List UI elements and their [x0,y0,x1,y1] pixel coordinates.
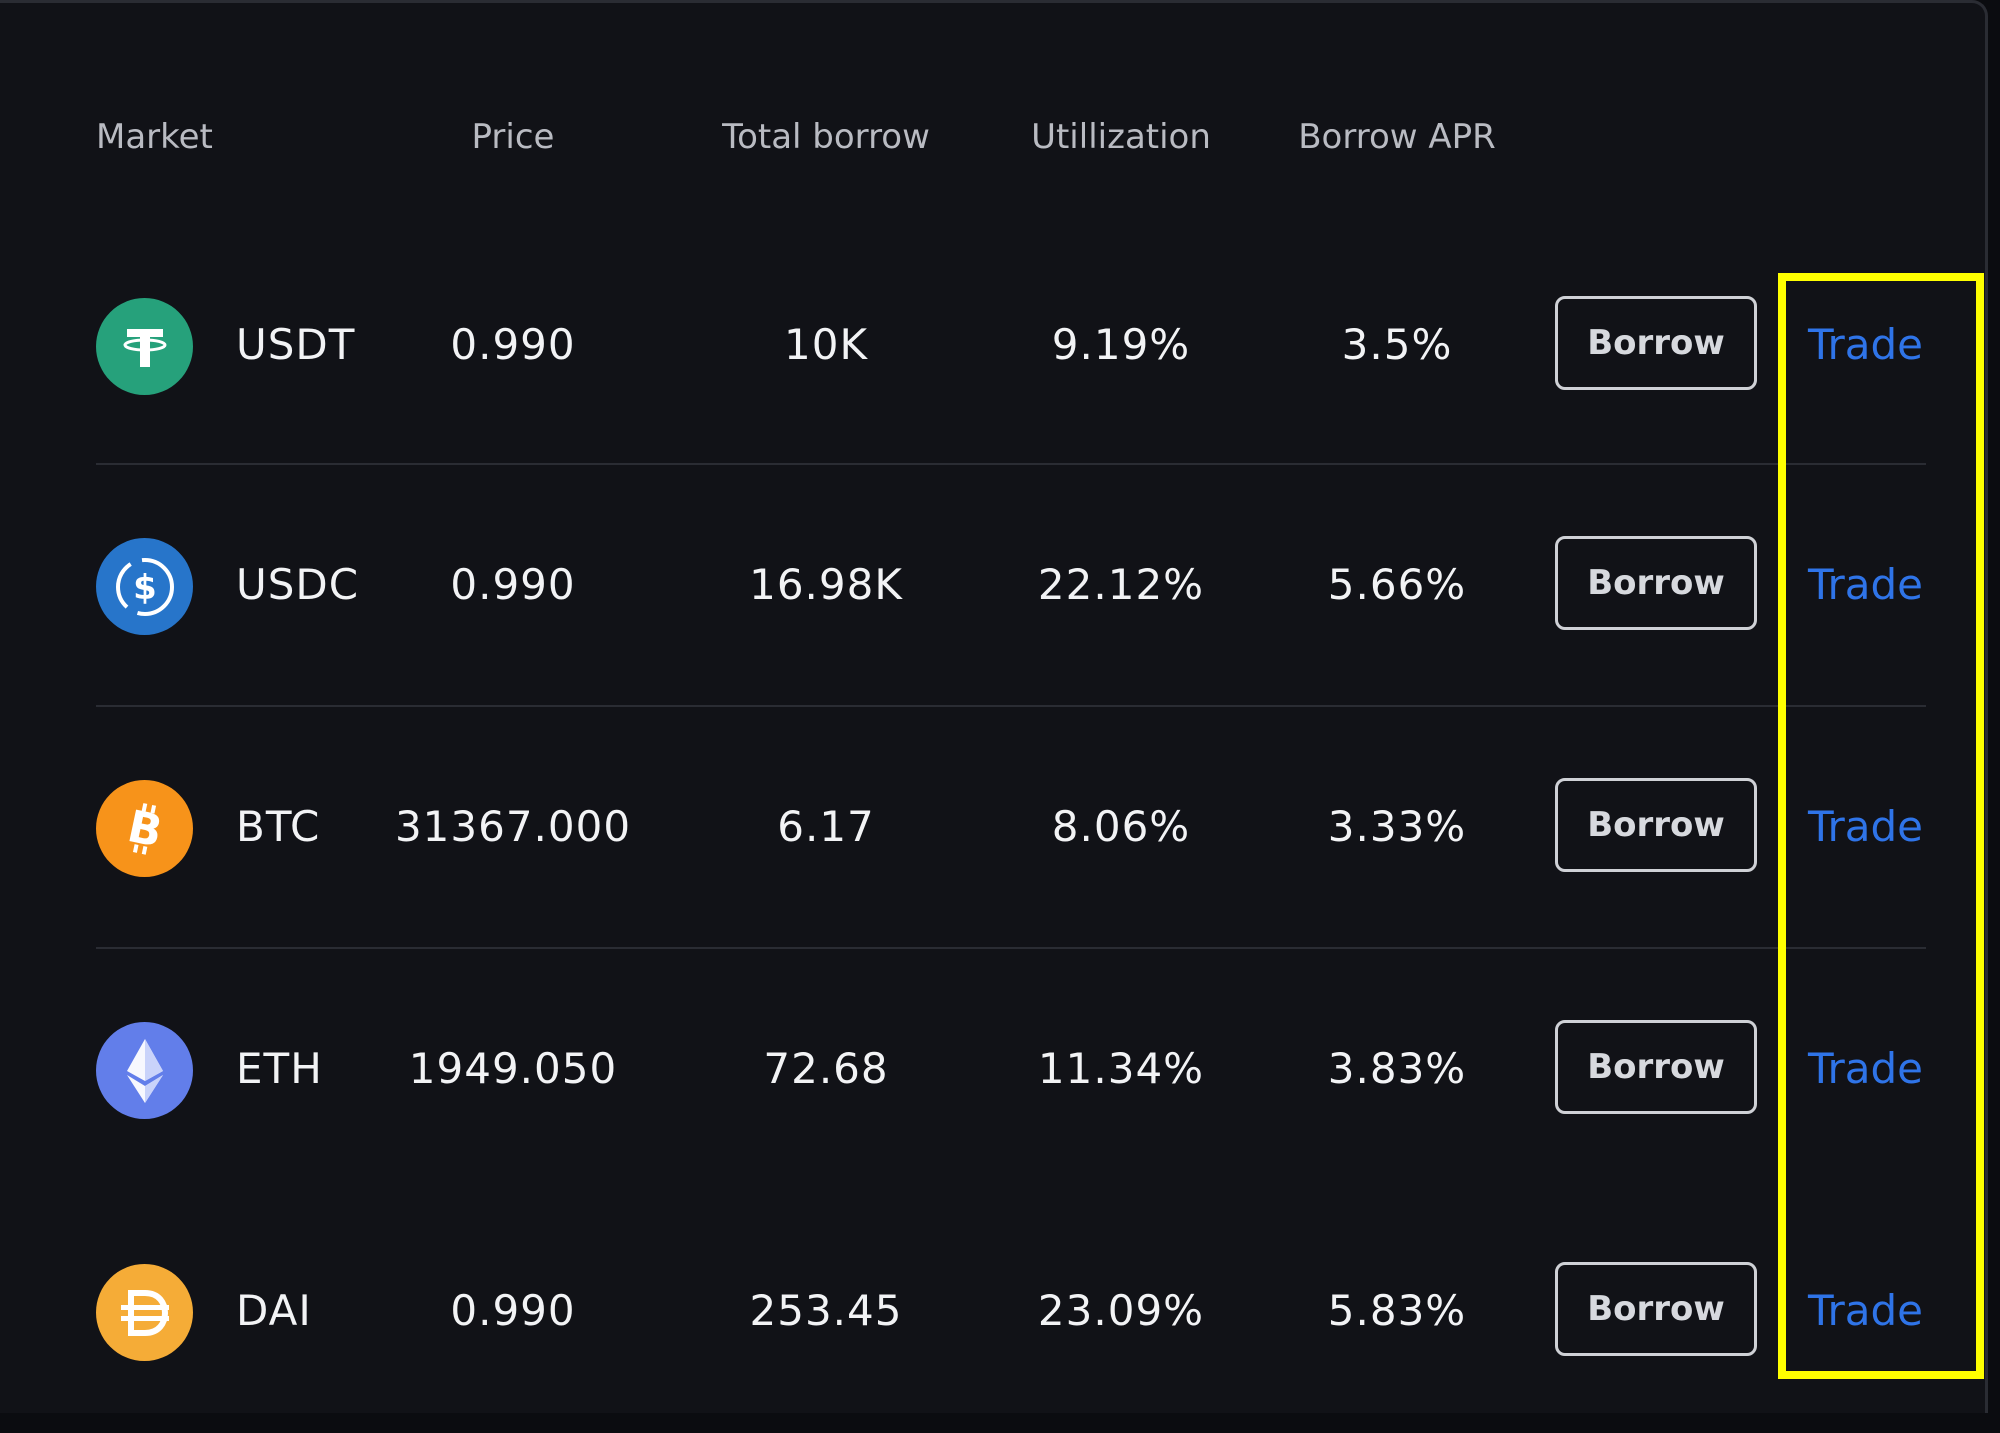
utilization-value: 9.19% [1051,320,1191,369]
utilization-value: 8.06% [1051,802,1191,851]
borrow-apr-value: 3.83% [1327,1044,1467,1093]
borrow-button[interactable]: Borrow [1555,296,1757,390]
trade-link[interactable]: Trade [1808,320,1923,369]
trade-link[interactable]: Trade [1808,1044,1923,1093]
table-row: $ USDC 0.990 16.98K 22.12% 5.66% Borrow … [0,465,1988,707]
header-price: Price [471,117,555,157]
table-row: USDT 0.990 10K 9.19% 3.5% Borrow Trade [0,223,1988,465]
utilization-value: 23.09% [1037,1286,1205,1335]
total-borrow-value: 6.17 [777,802,875,851]
borrow-apr-value: 5.66% [1327,560,1467,609]
ethereum-icon [96,1022,193,1119]
bitcoin-icon: B [96,780,193,877]
trade-link[interactable]: Trade [1808,560,1923,609]
total-borrow-value: 72.68 [763,1044,889,1093]
market-symbol: BTC [236,802,321,851]
price-value: 1949.050 [408,1044,618,1093]
total-borrow-value: 16.98K [749,560,903,609]
borrow-apr-value: 3.5% [1341,320,1453,369]
total-borrow-value: 10K [784,320,868,369]
row-divider [96,947,1926,949]
borrow-apr-value: 5.83% [1327,1286,1467,1335]
table-row: ETH 1949.050 72.68 11.34% 3.83% Borrow T… [0,949,1988,1191]
price-value: 0.990 [450,560,576,609]
row-divider [96,463,1926,465]
market-symbol: USDT [236,320,356,369]
header-total-borrow: Total borrow [722,117,930,157]
price-value: 0.990 [450,320,576,369]
usdc-icon: $ [96,538,193,635]
utilization-value: 11.34% [1037,1044,1205,1093]
header-market: Market [96,117,213,157]
trade-link[interactable]: Trade [1808,802,1923,851]
price-value: 31367.000 [394,802,632,851]
price-value: 0.990 [450,1286,576,1335]
borrow-button[interactable]: Borrow [1555,778,1757,872]
table-row: DAI 0.990 253.45 23.09% 5.83% Borrow Tra… [0,1191,1988,1433]
header-utilization: Utillization [1031,117,1211,157]
market-symbol: ETH [236,1044,323,1093]
trade-link[interactable]: Trade [1808,1286,1923,1335]
borrow-apr-value: 3.33% [1327,802,1467,851]
tether-icon [96,298,193,395]
market-symbol: DAI [236,1286,312,1335]
header-borrow-apr: Borrow APR [1298,117,1496,157]
total-borrow-value: 253.45 [749,1286,903,1335]
utilization-value: 22.12% [1037,560,1205,609]
dai-icon [96,1264,193,1361]
svg-text:$: $ [133,568,157,608]
borrow-button[interactable]: Borrow [1555,1262,1757,1356]
borrow-button[interactable]: Borrow [1555,536,1757,630]
market-symbol: USDC [236,560,360,609]
row-divider [96,705,1926,707]
borrow-button[interactable]: Borrow [1555,1020,1757,1114]
table-row: B BTC 31367.000 6.17 8.06% 3.33% Borrow … [0,707,1988,949]
